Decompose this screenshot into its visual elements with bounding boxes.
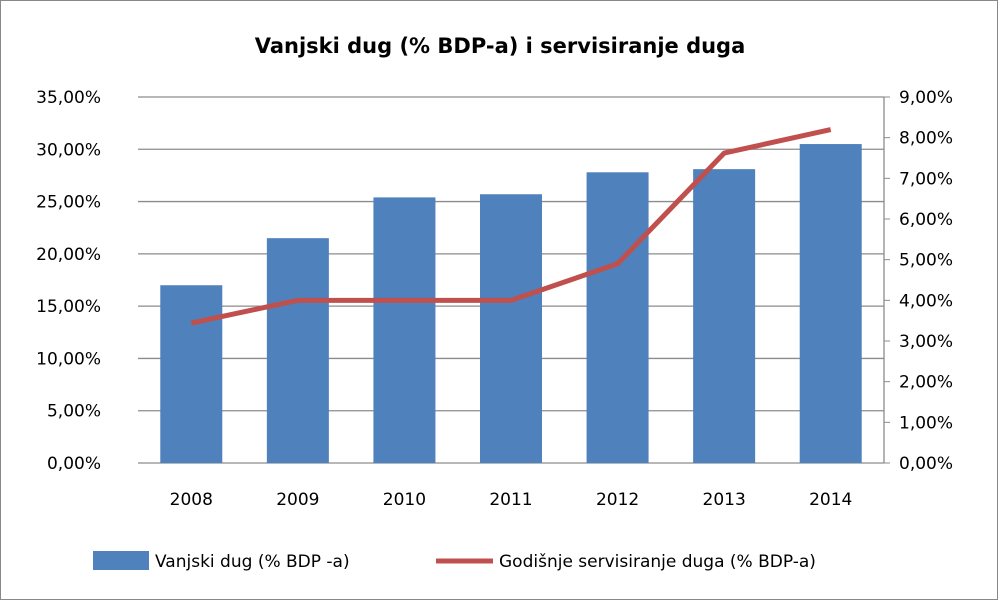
bar-2011 <box>480 194 542 463</box>
y-right-tick-label: 5,00% <box>899 251 953 271</box>
x-tick-label: 2011 <box>489 490 532 510</box>
bar-2013 <box>693 169 755 463</box>
x-tick-label: 2012 <box>596 490 639 510</box>
bar-2010 <box>373 197 435 463</box>
legend-bar-swatch <box>93 551 149 570</box>
y-left-tick-label: 30,00% <box>36 140 101 160</box>
bar-2009 <box>267 238 329 463</box>
y-right-tick-label: 7,00% <box>899 169 953 189</box>
y-left-tick-label: 15,00% <box>36 297 101 317</box>
y-right-tick-label: 4,00% <box>899 291 953 311</box>
x-tick-label: 2014 <box>809 490 852 510</box>
y-right-tick-label: 6,00% <box>899 210 953 230</box>
y-right-tick-label: 0,00% <box>899 454 953 474</box>
bar-2008 <box>160 285 222 463</box>
y-left-tick-label: 25,00% <box>36 193 101 213</box>
x-tick-label: 2013 <box>703 490 746 510</box>
bar-2012 <box>587 172 649 463</box>
x-tick-label: 2010 <box>383 490 426 510</box>
y-right-tick-label: 8,00% <box>899 129 953 149</box>
y-right-tick-label: 1,00% <box>899 413 953 433</box>
legend-label-line: Godišnje servisiranje duga (% BDP-a) <box>499 552 816 572</box>
y-left-tick-label: 5,00% <box>47 402 101 422</box>
y-left-tick-label: 10,00% <box>36 349 101 369</box>
x-tick-label: 2009 <box>276 490 319 510</box>
y-right-tick-label: 9,00% <box>899 88 953 108</box>
y-left-tick-label: 20,00% <box>36 245 101 265</box>
y-right-tick-label: 2,00% <box>899 373 953 393</box>
chart-title: Vanjski dug (% BDP-a) i servisiranje dug… <box>255 34 746 58</box>
bar-2014 <box>800 144 862 463</box>
x-tick-label: 2008 <box>170 490 213 510</box>
y-left-tick-label: 0,00% <box>47 454 101 474</box>
legend-label-bar: Vanjski dug (% BDP -a) <box>155 552 350 572</box>
y-left-tick-label: 35,00% <box>36 88 101 108</box>
y-right-tick-label: 3,00% <box>899 332 953 352</box>
